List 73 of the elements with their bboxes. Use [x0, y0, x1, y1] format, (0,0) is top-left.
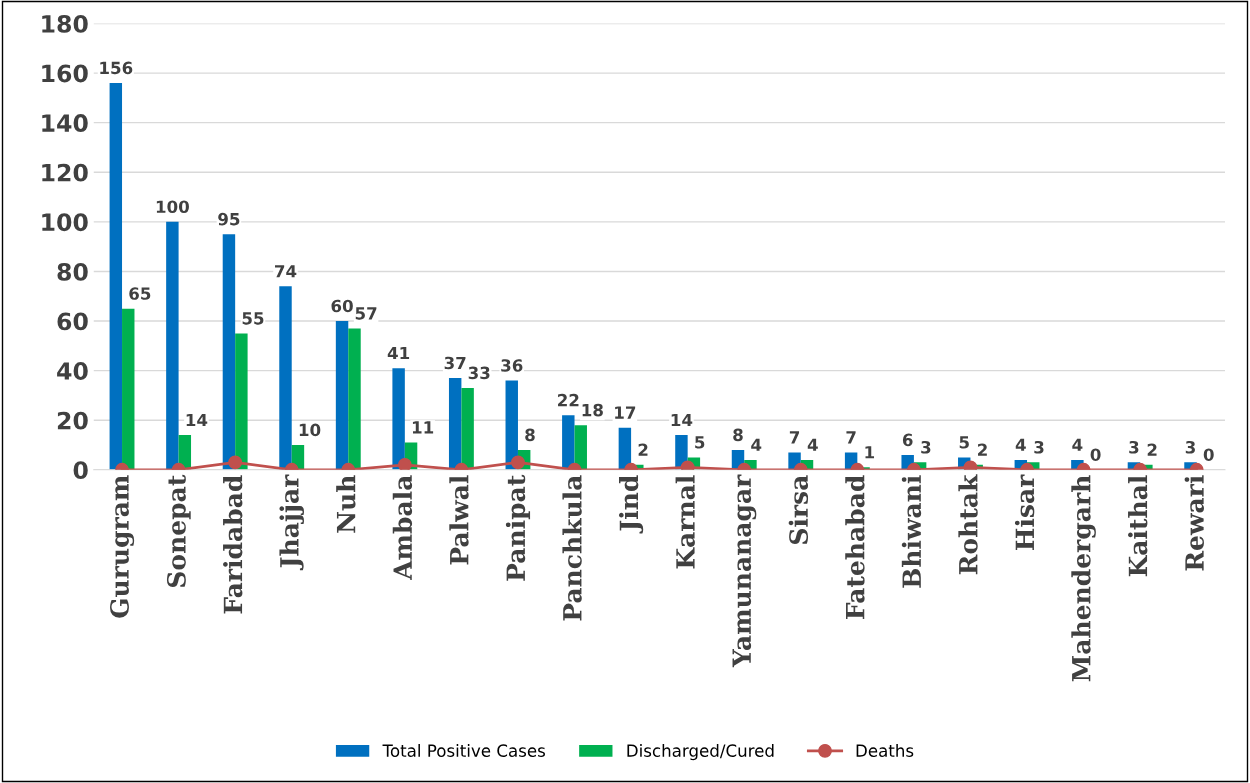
- y-tick-label: 60: [57, 312, 88, 331]
- y-tick-label: 180: [42, 14, 88, 33]
- data-label: 95: [218, 212, 240, 226]
- x-tick-label: Faridabad: [223, 475, 243, 614]
- data-label: 57: [355, 307, 377, 320]
- legend-label: Total Positive Cases: [382, 744, 545, 757]
- y-tick-label: 20: [57, 411, 88, 430]
- data-label: 2: [978, 443, 987, 456]
- data-label: 5: [959, 436, 969, 449]
- legend-label: Discharged/Cured: [627, 744, 774, 761]
- data-label: 0: [1090, 448, 1101, 462]
- legend-label: Deaths: [856, 744, 914, 757]
- x-tick-label: Nuh: [336, 475, 356, 533]
- x-tick-label: Ambala: [392, 475, 413, 581]
- data-label: 60: [331, 299, 353, 313]
- x-tick-label: Panipat: [505, 474, 531, 581]
- data-label: 2: [638, 443, 648, 456]
- data-label: 41: [387, 346, 410, 360]
- x-tick-label: Karnal: [675, 475, 695, 569]
- data-label: 6: [902, 433, 913, 447]
- data-label: 100: [156, 200, 189, 214]
- y-tick-label: 80: [57, 262, 88, 281]
- data-label: 3: [1185, 440, 1195, 454]
- y-tick-label: 160: [42, 64, 88, 83]
- x-tick-label: Gurugram: [110, 475, 135, 618]
- data-label: 7: [846, 431, 856, 444]
- y-tick-label: 0: [73, 461, 88, 480]
- y-tick-label: 120: [42, 163, 88, 182]
- data-label: 7: [789, 431, 800, 444]
- data-label: 8: [733, 428, 743, 442]
- data-label: 74: [275, 265, 297, 278]
- data-label: 3: [1034, 440, 1044, 454]
- x-tick-label: Jhajjar: [279, 474, 304, 571]
- y-tick-label: 140: [42, 114, 88, 132]
- data-label: 65: [129, 287, 151, 300]
- x-tick-label: Hisar: [1014, 474, 1035, 551]
- x-tick-label: Rewari: [1184, 475, 1204, 571]
- data-label: 4: [1015, 438, 1026, 451]
- data-label: 0: [1203, 448, 1214, 462]
- x-tick-label: Kaithal: [1128, 475, 1148, 577]
- x-tick-label: Fatehabad: [845, 475, 865, 620]
- data-label: 5: [695, 436, 705, 449]
- data-label: 4: [751, 438, 762, 451]
- x-tick-label: Palwal: [449, 475, 469, 565]
- y-tick-label: 100: [42, 213, 88, 232]
- x-tick-label: Rohtak: [958, 474, 978, 575]
- data-label: 3: [1129, 440, 1139, 454]
- data-label: 17: [615, 406, 636, 419]
- data-label: 8: [525, 428, 535, 442]
- data-label: 11: [412, 421, 434, 434]
- x-tick-label: Sonepat: [166, 474, 191, 588]
- data-label: 36: [501, 359, 523, 372]
- x-tick-label: Mahendergarh: [1071, 475, 1096, 682]
- x-tick-label: Jind: [619, 475, 644, 534]
- data-label: 4: [1072, 438, 1083, 451]
- data-label: 18: [582, 403, 603, 417]
- data-label: 156: [100, 61, 133, 75]
- data-label: 3: [921, 440, 931, 454]
- data-label: 1: [865, 446, 875, 459]
- x-tick-label: Sirsa: [788, 475, 809, 545]
- x-tick-label: Panchkula: [562, 475, 582, 621]
- y-tick-label: 40: [57, 362, 88, 380]
- x-tick-label: Yamunanagar: [732, 474, 757, 668]
- data-label: 14: [671, 413, 693, 427]
- data-label: 10: [299, 423, 321, 437]
- data-label: 2: [1147, 443, 1157, 456]
- data-label: 33: [468, 366, 490, 380]
- x-tick-label: Bhiwani: [901, 475, 922, 588]
- data-label: 22: [558, 393, 579, 407]
- data-label: 55: [242, 312, 264, 325]
- data-label: 14: [186, 413, 208, 427]
- data-label: 37: [444, 356, 466, 370]
- data-label: 4: [807, 438, 818, 451]
